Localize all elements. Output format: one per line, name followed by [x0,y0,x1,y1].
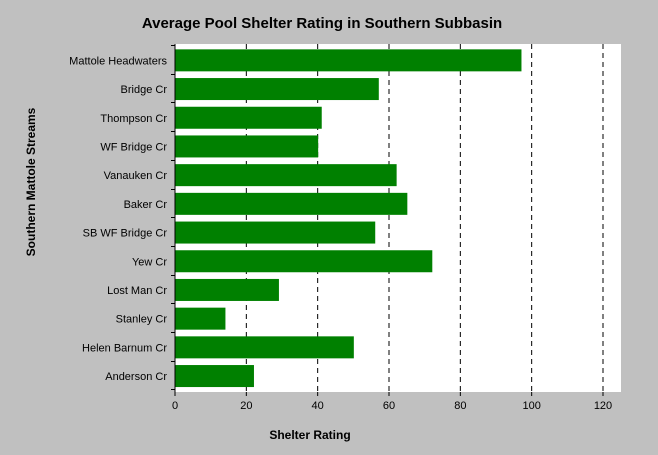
bar [175,78,379,101]
x-axis-ticks: 0 20 40 60 80 100 120 [172,392,612,412]
bar [175,221,376,244]
x-tick-label: 60 [383,400,395,412]
y-tick-label: Bridge Cr [121,84,168,96]
bar [175,307,226,330]
y-tick-label: Stanley Cr [116,314,168,326]
x-tick-label: 100 [522,400,540,412]
x-tick-label: 0 [172,400,178,412]
x-axis-label: Shelter Rating [269,428,350,442]
y-tick-label: Mattole Headwaters [69,55,167,67]
y-tick-label: Helen Barnum Cr [82,342,167,354]
y-axis-ticks: Mattole Headwaters Bridge Cr Thompson Cr WF… [69,45,175,390]
y-tick-label: Anderson Cr [105,371,167,383]
y-tick-label: Baker Cr [124,199,168,211]
x-tick-label: 40 [312,400,324,412]
bar [175,135,319,158]
x-tick-label: 120 [594,400,612,412]
grid-lines [245,44,604,392]
x-tick-label: 20 [240,400,252,412]
y-tick-label: Lost Man Cr [107,285,167,297]
x-tick-label: 80 [454,400,466,412]
bar [175,278,279,301]
bar [175,336,354,359]
plot-area [175,44,621,392]
y-tick-label: Thompson Cr [100,113,167,125]
bar [175,192,408,215]
bar [175,106,322,129]
y-tick-label: SB WF Bridge Cr [83,228,168,240]
y-tick-label: Yew Cr [132,256,167,268]
chart-title: Average Pool Shelter Rating in Southern … [142,15,502,32]
y-axis-label: Southern Mattole Streams [24,107,38,256]
y-tick-label: WF Bridge Cr [100,141,167,153]
bar [175,250,433,273]
bar [175,365,254,388]
y-tick-label: Vanauken Cr [104,170,168,182]
bar [175,49,522,72]
bar [175,164,397,187]
bars [175,49,522,388]
